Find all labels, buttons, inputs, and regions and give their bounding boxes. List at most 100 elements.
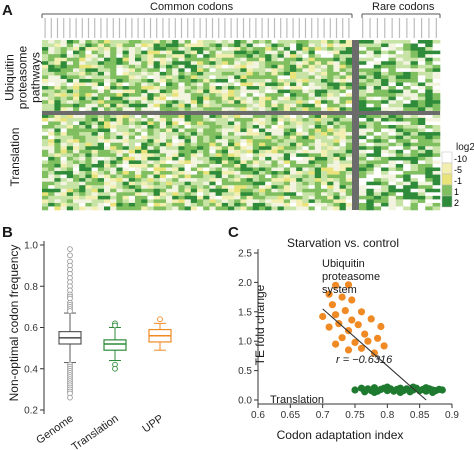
- heatmap-cell: [333, 146, 340, 151]
- heatmap-cell: [425, 174, 433, 179]
- heatmap-cell: [221, 146, 229, 151]
- heatmap-cell: [290, 195, 297, 200]
- heatmap-cell: [290, 54, 297, 59]
- heatmap-cell: [60, 128, 68, 133]
- heatmap-cell: [308, 43, 316, 48]
- heatmap-cell: [215, 146, 223, 151]
- heatmap-cell: [417, 206, 426, 211]
- heatmap-cell: [432, 93, 441, 97]
- heatmap-cell: [425, 43, 433, 48]
- heatmap-cell: [327, 47, 334, 51]
- heatmap-cell: [197, 89, 204, 94]
- heatmap-cell: [314, 135, 322, 140]
- heatmap-cell: [141, 125, 148, 129]
- heatmap-cell: [128, 50, 136, 55]
- heatmap-cell: [366, 114, 375, 119]
- heatmap-cell: [48, 128, 55, 133]
- heatmap-cell: [116, 142, 123, 147]
- heatmap-cell: [339, 135, 347, 140]
- heatmap-cell: [308, 178, 316, 182]
- heatmap-cell: [159, 93, 167, 97]
- heatmap-cell: [190, 96, 198, 101]
- heatmap-cell: [296, 43, 303, 48]
- heatmap-cell: [215, 188, 223, 193]
- heatmap-cell: [172, 68, 179, 73]
- heatmap-cell: [381, 121, 389, 126]
- heatmap-cell: [333, 171, 340, 175]
- heatmap-cell: [395, 139, 404, 144]
- heatmap-cell: [184, 82, 192, 87]
- heatmap-cell: [327, 185, 334, 190]
- heatmap-cell: [209, 171, 216, 175]
- heatmap-cell: [265, 117, 272, 122]
- heatmap-cell: [79, 61, 86, 66]
- heatmap-cell: [327, 178, 334, 182]
- heatmap-cell: [91, 82, 99, 87]
- heatmap-cell: [345, 192, 353, 197]
- heatmap-cell: [54, 68, 61, 73]
- heatmap-cell: [48, 195, 55, 200]
- heatmap-cell: [42, 171, 49, 175]
- heatmap-cell: [395, 199, 404, 204]
- heatmap-cell: [302, 103, 309, 108]
- heatmap-cell: [252, 181, 260, 186]
- heatmap-cell: [271, 195, 278, 200]
- heatmap-cell: [60, 142, 68, 147]
- heatmap-cell: [153, 178, 161, 182]
- heatmap-cell: [209, 78, 216, 83]
- column-label-tick: [50, 18, 52, 38]
- heatmap-cell: [110, 89, 117, 94]
- heatmap-cell: [172, 188, 179, 193]
- heatmap-cell: [190, 86, 198, 90]
- heatmap-cell: [54, 121, 61, 126]
- heatmap-cell: [314, 153, 322, 158]
- heatmap-cell: [122, 132, 130, 136]
- heatmap-cell: [116, 78, 123, 83]
- heatmap-cell: [228, 192, 235, 197]
- heatmap-cell: [265, 167, 272, 172]
- heatmap-cell: [66, 61, 74, 66]
- heatmap-cell: [321, 57, 328, 62]
- heatmap-cell: [432, 139, 441, 144]
- heatmap-cell: [403, 153, 411, 158]
- heatmap-cell: [153, 96, 161, 101]
- heatmap-cell: [381, 68, 389, 73]
- heatmap-cell: [252, 142, 260, 147]
- heatmap-cell: [308, 188, 316, 193]
- heatmap-cell: [388, 195, 397, 200]
- heatmap-cell: [178, 47, 185, 51]
- heatmap-cell: [79, 188, 86, 193]
- heatmap-cell: [221, 206, 229, 211]
- heatmap-cell: [110, 40, 117, 44]
- heatmap-cell: [116, 86, 123, 90]
- heatmap-cell: [184, 100, 192, 105]
- heatmap-cell: [221, 171, 229, 175]
- heatmap-cell: [321, 54, 328, 59]
- heatmap-cell: [410, 188, 419, 193]
- heatmap-cell: [252, 125, 260, 129]
- heatmap-cell: [166, 100, 173, 105]
- heatmap-cell: [48, 117, 55, 122]
- heatmap-cell: [339, 192, 347, 197]
- heatmap-cell: [104, 146, 111, 151]
- heatmap-cell: [252, 82, 260, 87]
- heatmap-cell: [432, 61, 441, 66]
- heatmap-cell: [153, 192, 161, 197]
- heatmap-cell: [153, 40, 161, 44]
- heatmap-cell: [153, 117, 161, 122]
- heatmap-cell: [48, 206, 55, 211]
- heatmap-cell: [104, 206, 111, 211]
- heatmap-cell: [283, 167, 291, 172]
- heatmap-cell: [410, 125, 419, 129]
- heatmap-cell: [333, 163, 340, 168]
- heatmap-cell: [246, 206, 254, 211]
- heatmap-cell: [184, 149, 192, 154]
- heatmap-cell: [48, 40, 55, 44]
- heatmap-cell: [221, 125, 229, 129]
- heatmap-cell: [153, 71, 161, 76]
- heatmap-cell: [128, 178, 136, 182]
- heatmap-cell: [166, 202, 173, 207]
- heatmap-cell: [403, 160, 411, 165]
- heatmap-cell: [333, 61, 340, 66]
- heatmap-cell: [122, 195, 130, 200]
